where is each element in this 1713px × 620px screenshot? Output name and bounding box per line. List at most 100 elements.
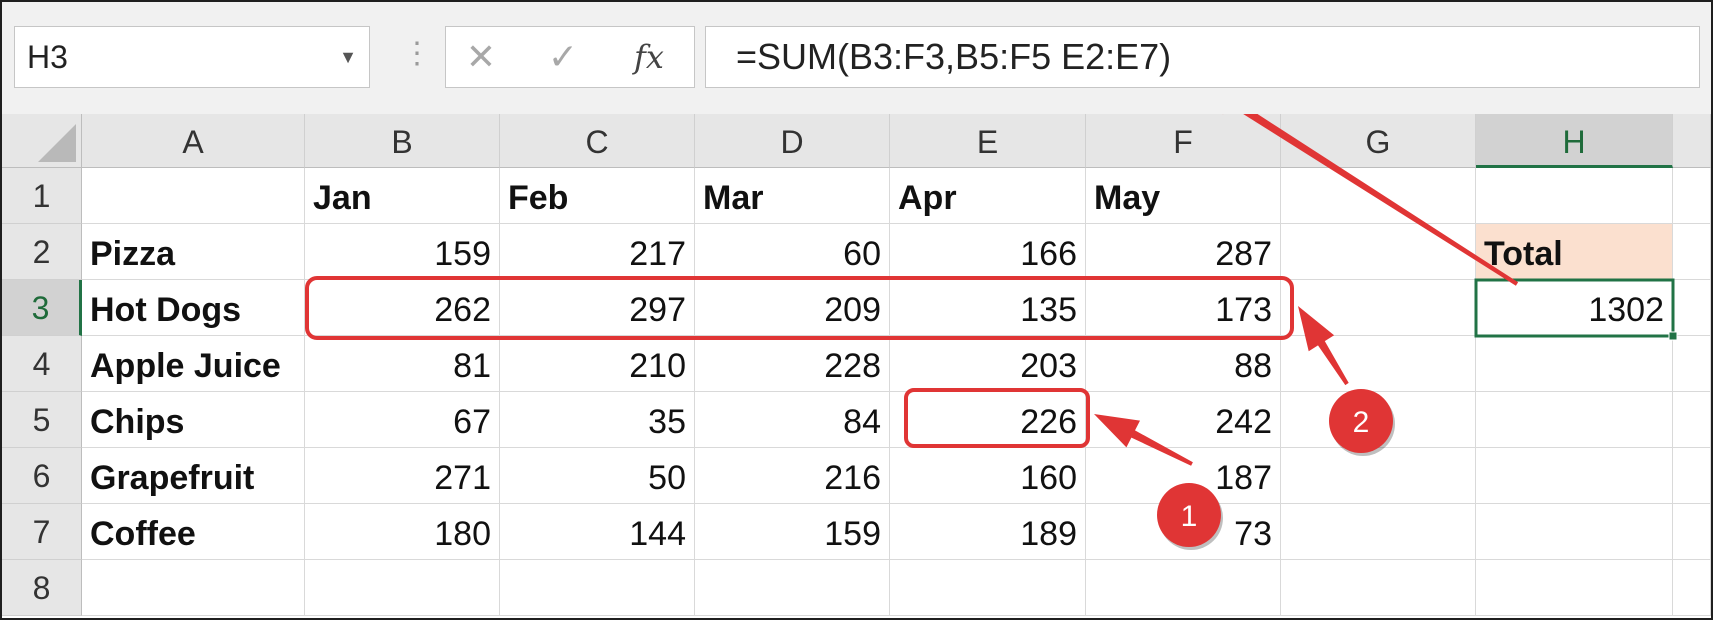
row-header-8[interactable]: 8 bbox=[2, 560, 82, 616]
cell-b8[interactable] bbox=[305, 560, 500, 616]
cell-filler bbox=[1673, 504, 1711, 560]
cell-e3[interactable]: 135 bbox=[890, 280, 1086, 336]
cell-a4[interactable]: Apple Juice bbox=[82, 336, 305, 392]
cell-filler bbox=[1673, 336, 1711, 392]
row-header-1[interactable]: 1 bbox=[2, 168, 82, 224]
cell-f1[interactable]: May bbox=[1086, 168, 1281, 224]
cell-f8[interactable] bbox=[1086, 560, 1281, 616]
cell-h5[interactable] bbox=[1476, 392, 1673, 448]
column-header-c[interactable]: C bbox=[500, 114, 695, 168]
cell-e8[interactable] bbox=[890, 560, 1086, 616]
fill-handle bbox=[1668, 331, 1678, 341]
row-header-4[interactable]: 4 bbox=[2, 336, 82, 392]
cell-g8[interactable] bbox=[1281, 560, 1476, 616]
corner-triangle-icon bbox=[38, 124, 76, 162]
cell-b3[interactable]: 262 bbox=[305, 280, 500, 336]
cell-e1[interactable]: Apr bbox=[890, 168, 1086, 224]
marker-circle bbox=[1157, 483, 1221, 547]
cell-a7[interactable]: Coffee bbox=[82, 504, 305, 560]
column-header-d[interactable]: D bbox=[695, 114, 890, 168]
cell-a2[interactable]: Pizza bbox=[82, 224, 305, 280]
cell-h6[interactable] bbox=[1476, 448, 1673, 504]
select-all-corner[interactable] bbox=[2, 114, 82, 168]
annotation-layer: 21 bbox=[305, 114, 1678, 550]
cell-c4[interactable]: 210 bbox=[500, 336, 695, 392]
cell-c8[interactable] bbox=[500, 560, 695, 616]
arrow-to-formula bbox=[1222, 114, 1519, 286]
cell-e6[interactable]: 160 bbox=[890, 448, 1086, 504]
cell-f5[interactable]: 242 bbox=[1086, 392, 1281, 448]
cell-a3[interactable]: Hot Dogs bbox=[82, 280, 305, 336]
cell-b4[interactable]: 81 bbox=[305, 336, 500, 392]
name-box[interactable]: H3 ▼ bbox=[14, 26, 370, 88]
row-header-2[interactable]: 2 bbox=[2, 224, 82, 280]
annotation-marker-1: 1 bbox=[1181, 500, 1198, 533]
close-icon[interactable]: ✕ bbox=[465, 36, 497, 77]
cell-g1[interactable] bbox=[1281, 168, 1476, 224]
cell-d1[interactable]: Mar bbox=[695, 168, 890, 224]
cell-c6[interactable]: 50 bbox=[500, 448, 695, 504]
check-icon[interactable]: ✓ bbox=[547, 36, 579, 77]
cell-g4[interactable] bbox=[1281, 336, 1476, 392]
column-header-filler bbox=[1673, 114, 1711, 168]
cell-g2[interactable] bbox=[1281, 224, 1476, 280]
cell-h2[interactable]: Total bbox=[1476, 224, 1673, 280]
formula-input[interactable]: =SUM(B3:F3,B5:F5 E2:E7) bbox=[705, 26, 1700, 88]
cell-b5[interactable]: 67 bbox=[305, 392, 500, 448]
cell-filler bbox=[1673, 168, 1711, 224]
cell-h1[interactable] bbox=[1476, 168, 1673, 224]
cell-f3[interactable]: 173 bbox=[1086, 280, 1281, 336]
cell-d8[interactable] bbox=[695, 560, 890, 616]
column-header-g[interactable]: G bbox=[1281, 114, 1476, 168]
formula-bar-area: H3 ▼ ⋮ ✕ ✓ fx =SUM(B3:F3,B5:F5 E2:E7) bbox=[2, 2, 1711, 114]
drag-handle-icon[interactable]: ⋮ bbox=[402, 37, 432, 70]
cell-g7[interactable] bbox=[1281, 504, 1476, 560]
chevron-down-icon[interactable]: ▼ bbox=[339, 47, 357, 67]
cell-d4[interactable]: 228 bbox=[695, 336, 890, 392]
column-header-b[interactable]: B bbox=[305, 114, 500, 168]
cell-d5[interactable]: 84 bbox=[695, 392, 890, 448]
cell-a8[interactable] bbox=[82, 560, 305, 616]
cell-a6[interactable]: Grapefruit bbox=[82, 448, 305, 504]
cell-b7[interactable]: 180 bbox=[305, 504, 500, 560]
cell-c7[interactable]: 144 bbox=[500, 504, 695, 560]
cell-f7[interactable]: 73 bbox=[1086, 504, 1281, 560]
highlight-box-row-3 bbox=[305, 276, 1294, 340]
row-header-3[interactable]: 3 bbox=[2, 280, 82, 336]
arrow-to-row-3 bbox=[1298, 306, 1349, 386]
cell-d6[interactable]: 216 bbox=[695, 448, 890, 504]
cell-c5[interactable]: 35 bbox=[500, 392, 695, 448]
cell-e7[interactable]: 189 bbox=[890, 504, 1086, 560]
cell-filler bbox=[1673, 448, 1711, 504]
cell-h7[interactable] bbox=[1476, 504, 1673, 560]
column-header-a[interactable]: A bbox=[82, 114, 305, 168]
cell-filler bbox=[1673, 280, 1711, 336]
cell-d7[interactable]: 159 bbox=[695, 504, 890, 560]
cell-filler bbox=[1673, 560, 1711, 616]
row-header-6[interactable]: 6 bbox=[2, 448, 82, 504]
cell-a5[interactable]: Chips bbox=[82, 392, 305, 448]
highlight-box-e5 bbox=[904, 388, 1090, 448]
cell-d3[interactable]: 209 bbox=[695, 280, 890, 336]
cell-g6[interactable] bbox=[1281, 448, 1476, 504]
cell-c1[interactable]: Feb bbox=[500, 168, 695, 224]
cell-b6[interactable]: 271 bbox=[305, 448, 500, 504]
annotation-marker-2: 2 bbox=[1353, 406, 1370, 439]
cell-f4[interactable]: 88 bbox=[1086, 336, 1281, 392]
cell-b1[interactable]: Jan bbox=[305, 168, 500, 224]
column-header-h[interactable]: H bbox=[1476, 114, 1673, 168]
arrow-to-e5 bbox=[1094, 414, 1193, 466]
cell-a1[interactable] bbox=[82, 168, 305, 224]
cell-d2[interactable]: 60 bbox=[695, 224, 890, 280]
cell-c3[interactable]: 297 bbox=[500, 280, 695, 336]
fx-icon[interactable]: fx bbox=[634, 38, 664, 76]
column-header-e[interactable]: E bbox=[890, 114, 1086, 168]
formula-buttons: ✕ ✓ fx bbox=[445, 26, 695, 88]
column-header-f[interactable]: F bbox=[1086, 114, 1281, 168]
cell-h4[interactable] bbox=[1476, 336, 1673, 392]
row-header-5[interactable]: 5 bbox=[2, 392, 82, 448]
cell-h8[interactable] bbox=[1476, 560, 1673, 616]
row-header-7[interactable]: 7 bbox=[2, 504, 82, 560]
